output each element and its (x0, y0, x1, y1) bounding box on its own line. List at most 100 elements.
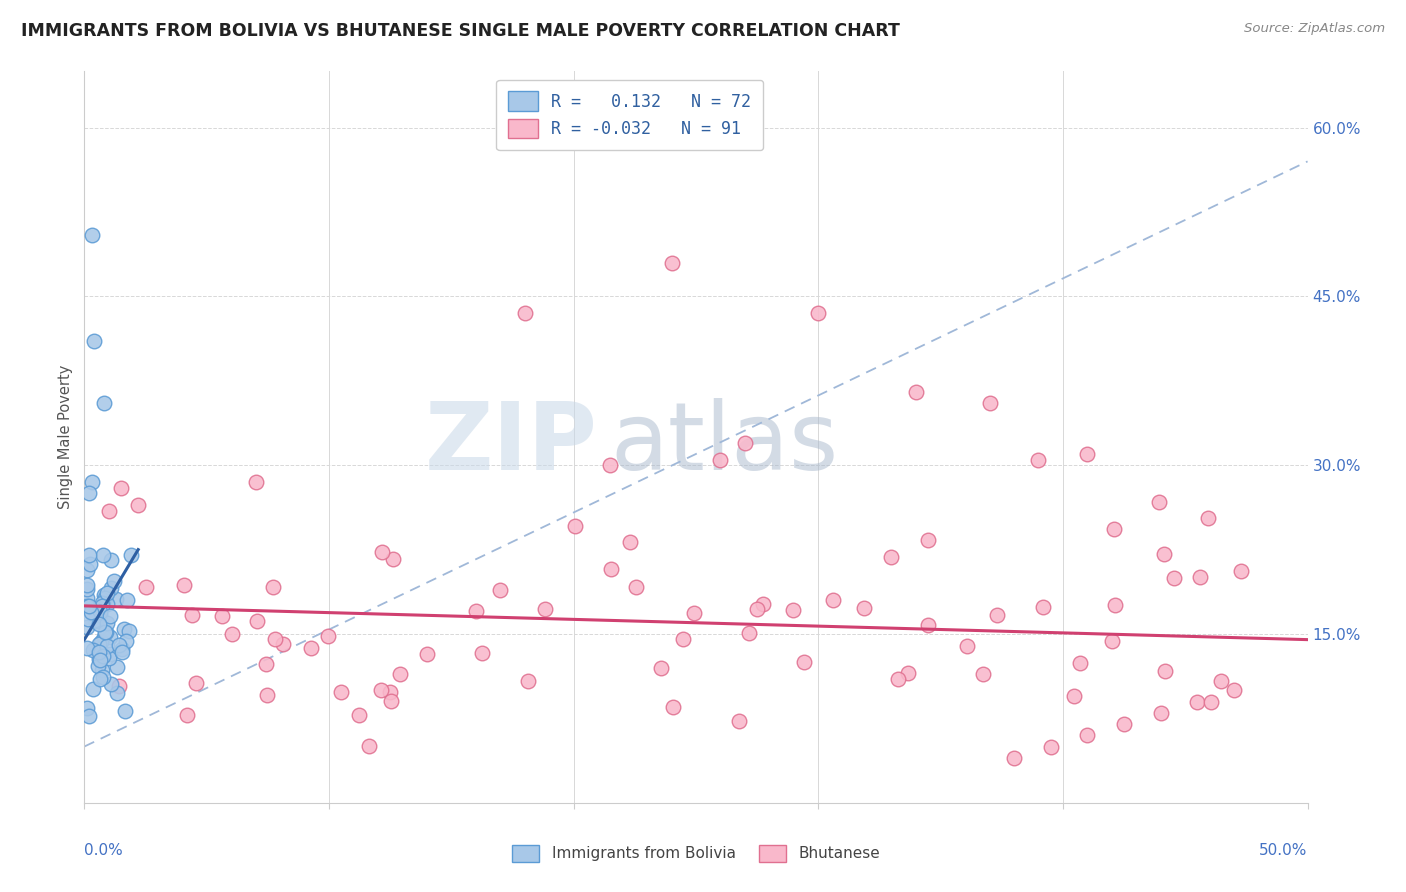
Point (76, 620, 98, 634)
Point (1114, 717, 1136, 731)
Point (89, 605, 111, 619)
Point (91, 649, 114, 664)
Point (94, 624, 117, 639)
Point (245, 475, 267, 489)
Point (564, 519, 586, 533)
Point (112, 622, 135, 636)
Point (534, 602, 557, 616)
Point (886, 672, 908, 686)
Point (747, 602, 769, 616)
Point (94, 624, 117, 639)
Point (94, 591, 117, 606)
Point (672, 632, 695, 646)
Point (89, 653, 111, 667)
Point (83, 334, 105, 349)
Point (89, 645, 111, 659)
Point (1147, 495, 1170, 509)
Point (380, 694, 402, 708)
Point (807, 306, 830, 320)
Point (77, 548, 100, 562)
Point (264, 632, 287, 646)
Point (880, 549, 903, 564)
Point (905, 385, 928, 400)
Point (650, 661, 672, 675)
Point (76, 591, 98, 605)
Text: 0.0%: 0.0% (84, 843, 124, 858)
Point (77, 486, 100, 500)
Point (77, 612, 100, 626)
Point (76, 599, 98, 614)
Point (221, 627, 243, 641)
Point (979, 396, 1001, 410)
Point (1076, 447, 1098, 461)
Point (600, 562, 623, 576)
Point (1104, 598, 1126, 612)
Point (80, 475, 103, 489)
Point (96, 597, 118, 611)
Point (91, 670, 114, 684)
Point (76, 701, 98, 715)
Point (98, 630, 121, 644)
Point (103, 574, 125, 588)
Point (1209, 674, 1232, 689)
Point (84, 602, 107, 616)
Point (1187, 694, 1209, 708)
Point (378, 685, 401, 699)
Point (262, 580, 284, 594)
Point (1230, 564, 1253, 578)
Point (370, 682, 392, 697)
Point (211, 609, 233, 624)
Y-axis label: Single Male Poverty: Single Male Poverty (58, 365, 73, 509)
Point (1102, 522, 1125, 536)
Point (662, 700, 685, 714)
Point (381, 551, 404, 566)
Point (93, 396, 115, 410)
Point (111, 642, 134, 657)
Point (120, 548, 142, 562)
Point (90, 648, 112, 662)
Point (1039, 739, 1062, 754)
Point (517, 673, 540, 688)
Point (1063, 689, 1085, 703)
Point (897, 665, 920, 680)
Point (709, 452, 731, 467)
Point (917, 618, 939, 632)
Point (89, 607, 111, 622)
Point (683, 606, 706, 620)
Point (96, 615, 118, 630)
Point (111, 645, 134, 659)
Point (127, 498, 149, 512)
Point (82, 642, 104, 657)
Point (465, 604, 488, 618)
Point (105, 591, 128, 606)
Point (83, 613, 105, 627)
Point (97, 504, 120, 518)
Point (173, 578, 195, 592)
Point (87, 605, 110, 619)
Point (1101, 634, 1123, 648)
Point (105, 686, 128, 700)
Point (110, 481, 132, 495)
Point (1069, 656, 1091, 670)
Text: atlas: atlas (610, 399, 838, 491)
Point (254, 657, 277, 672)
Point (793, 655, 815, 669)
Point (89, 617, 111, 632)
Point (82, 681, 104, 696)
Point (256, 688, 278, 702)
Point (100, 677, 122, 691)
Point (98, 608, 121, 623)
Point (89, 651, 111, 665)
Point (273, 638, 295, 652)
Point (93, 548, 115, 562)
Point (90, 663, 112, 677)
Point (181, 608, 204, 623)
Point (1153, 547, 1175, 561)
Point (349, 708, 371, 723)
Point (90, 635, 112, 649)
Point (1189, 570, 1212, 584)
Point (80, 605, 103, 619)
Point (661, 255, 683, 269)
Point (1223, 683, 1246, 698)
Point (917, 533, 939, 547)
